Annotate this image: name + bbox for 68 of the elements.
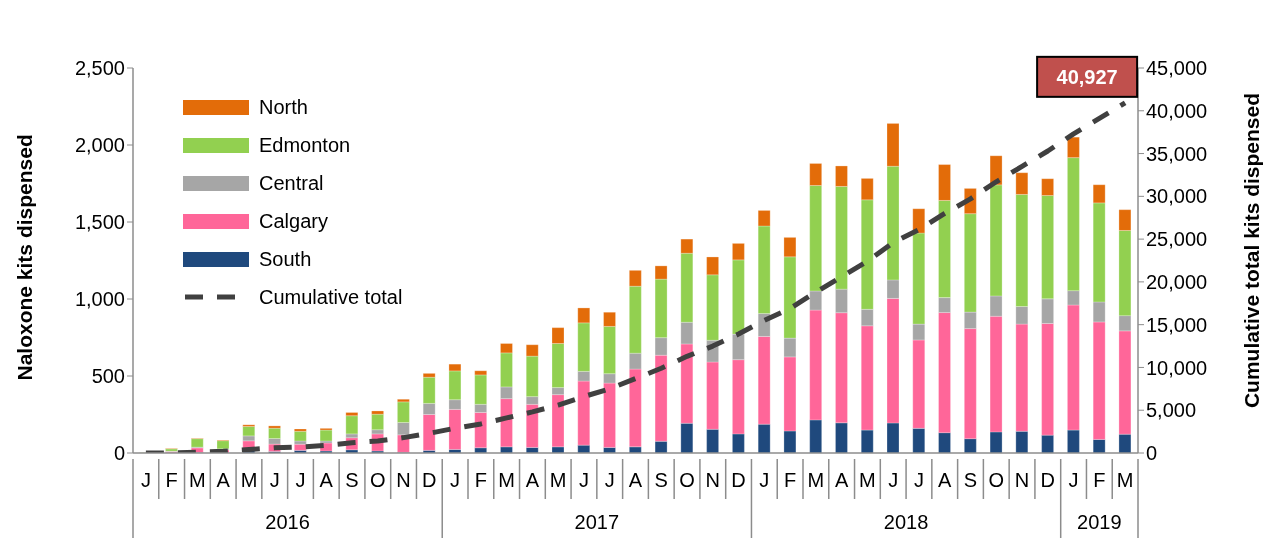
x-tick-label: O (679, 469, 695, 491)
x-tick-label: J (1068, 469, 1079, 491)
legend-label: Edmonton (259, 133, 351, 158)
y-tick-label: 500 (91, 365, 125, 388)
legend-label: Central (259, 171, 324, 196)
x-tick-label: M (549, 469, 567, 491)
y2-tick-label: 45,000 (1146, 57, 1208, 80)
x-tick-label: S (654, 469, 668, 491)
legend-label: Cumulative total (259, 285, 403, 310)
x-tick-label: A (525, 469, 540, 491)
y2-tick-label: 5,000 (1146, 399, 1197, 422)
x-tick-label: M (498, 469, 515, 491)
legend-label: North (259, 95, 308, 120)
x-tick-label: A (834, 469, 849, 491)
y-axis-title: Naloxone kits dispensed (13, 134, 37, 381)
y2-tick-label: 15,000 (1146, 313, 1208, 336)
text: 2016 (265, 511, 310, 533)
x-tick-label: N (396, 469, 411, 491)
x-tick-label: O (988, 469, 1005, 491)
x-tick-label: J (759, 469, 770, 491)
y-tick-label: 2,500 (74, 57, 125, 80)
y-tick-label: 2,000 (74, 134, 125, 157)
y2-tick-label: 25,000 (1146, 228, 1208, 251)
x-tick-label: F (474, 469, 487, 491)
y2-tick-label: 20,000 (1146, 270, 1208, 293)
x-tick-label: J (578, 469, 589, 491)
x-tick-label: F (784, 469, 797, 491)
y2-tick-label: 0 (1146, 442, 1158, 465)
x-tick-label: M (240, 469, 258, 491)
x-tick-label: F (1093, 469, 1106, 491)
x-tick-label: M (1116, 469, 1134, 491)
y-tick-label: 1,000 (74, 288, 125, 311)
x-tick-label: S (963, 469, 978, 491)
x-tick-label: M (189, 469, 206, 491)
x-tick-label: D (422, 469, 437, 491)
text: 2019 (1077, 511, 1122, 533)
data-label: 40,927 (1056, 65, 1118, 88)
x-tick-label: N (705, 469, 721, 491)
y2-tick-label: 10,000 (1146, 356, 1208, 379)
text: 2017 (574, 511, 620, 533)
x-tick-label: J (269, 469, 280, 491)
y2-tick-label: 40,000 (1146, 99, 1208, 122)
text: 2018 (883, 511, 929, 533)
x-tick-label: S (345, 469, 359, 491)
x-tick-label: D (731, 469, 746, 491)
x-tick-label: D (1040, 469, 1056, 491)
y2-tick-label: 35,000 (1146, 142, 1208, 165)
x-tick-label: O (370, 469, 386, 491)
x-tick-label: A (216, 469, 231, 491)
x-tick-label: J (295, 469, 306, 491)
x-tick-label: M (859, 469, 876, 491)
x-tick-label: J (913, 469, 924, 491)
x-tick-label: N (1014, 469, 1030, 491)
legend-label: South (259, 247, 312, 272)
x-tick-label: M (807, 469, 825, 491)
x-tick-label: A (319, 469, 334, 491)
y2-tick-label: 30,000 (1146, 185, 1208, 208)
x-tick-label: J (604, 469, 615, 491)
y-tick-label: 1,500 (74, 211, 125, 234)
x-tick-label: J (450, 469, 461, 491)
y2-axis-title: Cumulative total kits dispensed (1240, 92, 1264, 409)
legend-label: Calgary (259, 209, 328, 234)
x-tick-label: J (888, 469, 899, 491)
x-tick-label: A (628, 469, 643, 491)
x-tick-label: A (938, 469, 953, 491)
x-tick-label: J (140, 469, 151, 491)
x-tick-label: F (165, 469, 178, 491)
y-tick-label: 0 (113, 442, 125, 465)
